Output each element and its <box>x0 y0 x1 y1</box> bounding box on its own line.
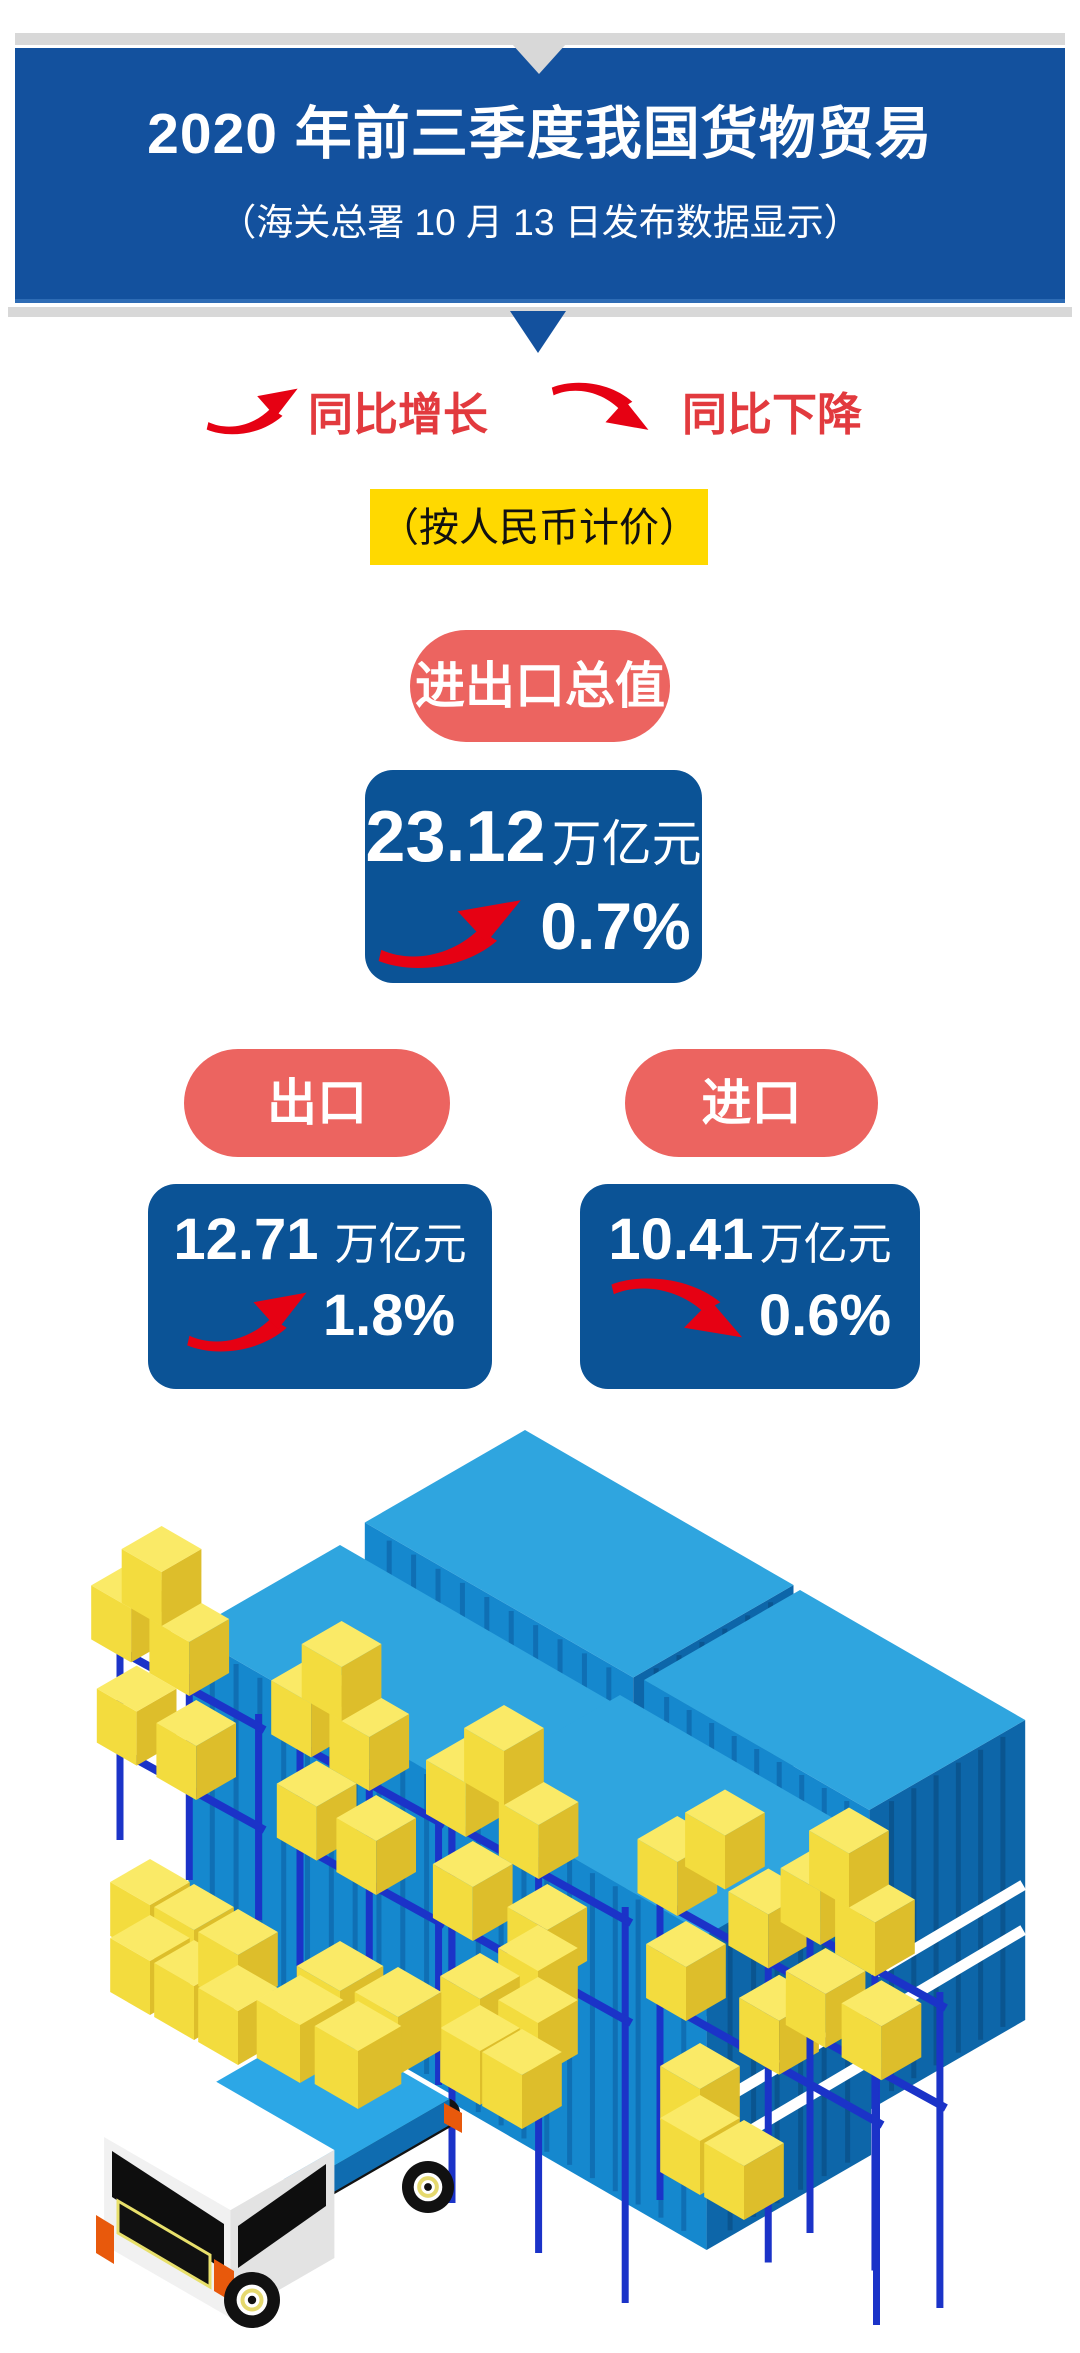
top-notch-triangle-icon <box>512 44 566 74</box>
header-banner: 2020 年前三季度我国货物贸易 （海关总署 10 月 13 日发布数据显示） <box>15 48 1065 303</box>
banner-notch-triangle-icon <box>510 311 566 353</box>
total-trade-pill: 进出口总值 <box>410 630 670 742</box>
import-change: 0.6% <box>758 1282 892 1348</box>
export-change-line: 1.8% <box>148 1275 492 1355</box>
export-change: 1.8% <box>322 1282 456 1348</box>
export-value-line: 12.71 万亿元 <box>148 1206 492 1273</box>
export-value: 12.71 <box>173 1207 319 1272</box>
total-trade-change-line: 0.7% <box>365 880 702 972</box>
export-pill: 出口 <box>184 1049 450 1157</box>
total-trade-value: 23.12 <box>365 797 546 877</box>
currency-note: （按人民币计价） <box>370 489 708 565</box>
page-title: 2020 年前三季度我国货物贸易 <box>147 102 933 166</box>
increase-arrow-icon <box>187 1292 307 1352</box>
total-trade-unit: 万亿元 <box>551 816 702 872</box>
legend-decrease-label: 同比下降 <box>682 389 863 440</box>
increase-arrow-icon <box>378 900 522 969</box>
export-box: 12.71 万亿元 1.8% <box>148 1184 492 1389</box>
total-trade-value-line: 23.12 万亿元 <box>365 796 702 878</box>
truck <box>96 1941 462 2328</box>
import-value: 10.41 <box>608 1207 754 1272</box>
top-divider-bar <box>15 33 1065 45</box>
cargo-illustration <box>91 1430 1026 2328</box>
decrease-arrow-icon <box>611 1278 743 1338</box>
page-subtitle: （海关总署 10 月 13 日发布数据显示） <box>219 202 861 243</box>
decrease-arrow-icon <box>551 382 649 430</box>
increase-arrow-icon <box>206 388 298 435</box>
export-unit: 万亿元 <box>334 1220 467 1269</box>
import-change-line: 0.6% <box>580 1275 920 1355</box>
import-unit: 万亿元 <box>759 1220 892 1269</box>
total-trade-box: 23.12 万亿元 0.7% <box>365 770 702 983</box>
import-pill: 进口 <box>625 1049 878 1157</box>
import-value-line: 10.41 万亿元 <box>580 1206 920 1273</box>
legend-increase-label: 同比增长 <box>308 389 489 440</box>
import-box: 10.41 万亿元 0.6% <box>580 1184 920 1389</box>
total-trade-change: 0.7% <box>540 889 691 963</box>
